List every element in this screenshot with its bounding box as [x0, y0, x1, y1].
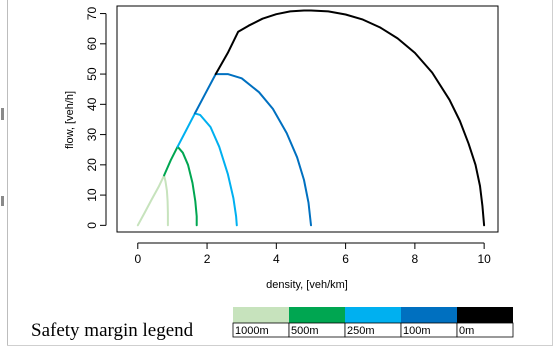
y-tick-label: 70	[85, 7, 99, 21]
y-tick-label: 20	[85, 158, 99, 172]
x-axis-label: density, [veh/km]	[266, 279, 348, 291]
right-panel-edge	[552, 0, 553, 345]
x-tick-label: 4	[273, 252, 280, 266]
left-panel-edge	[0, 0, 8, 345]
bottom-panel-edge	[7, 345, 553, 346]
y-tick-label: 30	[85, 128, 99, 142]
x-tick-label: 0	[134, 252, 141, 266]
series-line-500m	[163, 145, 198, 227]
legend-swatch-250m	[345, 307, 401, 323]
legend-label-100m: 100m	[403, 325, 431, 337]
legend-label-1000m: 1000m	[235, 325, 269, 337]
y-tick-label: 60	[85, 37, 99, 51]
x-tick-label: 6	[342, 252, 349, 266]
y-tick-label: 0	[85, 222, 99, 229]
series-line-1000m	[136, 174, 169, 227]
left-edge-mark	[1, 108, 4, 120]
series-line-250m	[176, 112, 238, 227]
y-axis: 0 10 20 30 40 50 60 70	[85, 7, 107, 229]
x-tick-label: 10	[477, 252, 491, 266]
safety-margin-legend: 1000m 500m 250m 100m 0m	[232, 307, 514, 338]
x-tick-label: 2	[204, 252, 211, 266]
legend-swatch-0m	[457, 307, 513, 323]
series-layer	[136, 9, 486, 227]
legend-label-500m: 500m	[291, 325, 319, 337]
legend-swatch-500m	[289, 307, 345, 323]
legend-label-0m: 0m	[459, 325, 474, 337]
y-tick-label: 10	[85, 188, 99, 202]
series-line-100m	[193, 73, 312, 227]
x-axis: 0 2 4 6 8 10	[134, 242, 491, 266]
series-line-0m	[214, 9, 486, 227]
y-tick-label: 50	[85, 67, 99, 81]
y-tick-label: 40	[85, 97, 99, 111]
legend-title: Safety margin legend	[31, 320, 194, 341]
legend-cell	[456, 322, 514, 338]
legend-label-250m: 250m	[347, 325, 375, 337]
plot-box	[116, 5, 499, 233]
legend-swatch-1000m	[233, 307, 289, 323]
y-axis-label: flow, [veh/h]	[64, 91, 76, 149]
x-tick-label: 8	[412, 252, 419, 266]
legend-swatch-100m	[401, 307, 457, 323]
left-edge-mark	[1, 196, 4, 206]
